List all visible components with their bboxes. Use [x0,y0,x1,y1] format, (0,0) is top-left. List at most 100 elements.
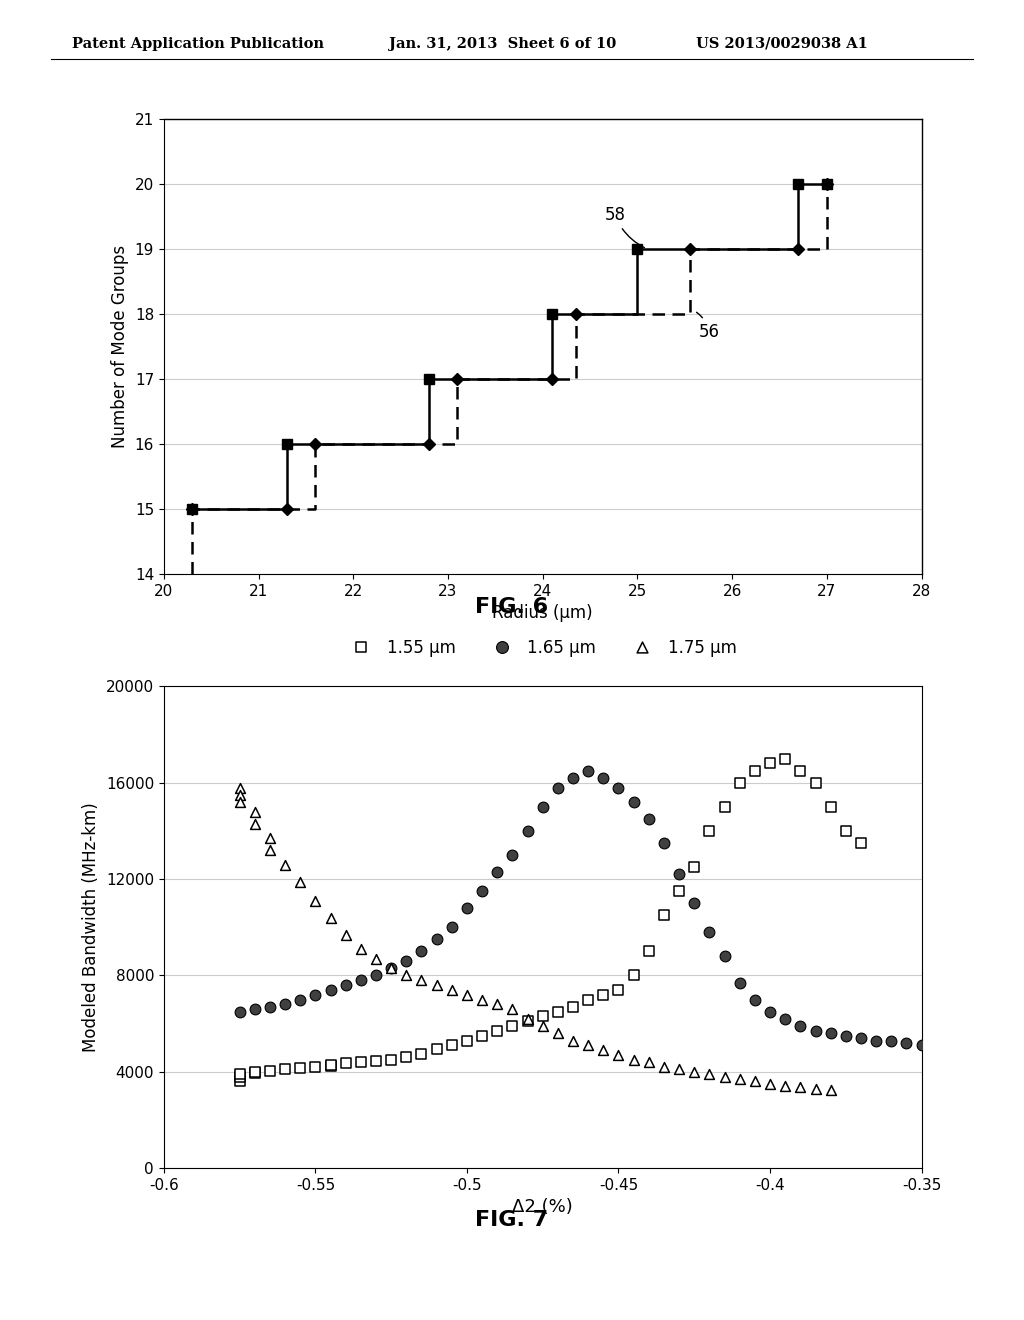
1.55 μm [292,1057,308,1078]
1.65 μm [368,965,384,986]
Legend: 1.55 μm, 1.65 μm, 1.75 μm: 1.55 μm, 1.65 μm, 1.75 μm [342,632,743,664]
1.55 μm [231,1071,248,1092]
1.65 μm [565,767,582,788]
1.65 μm [686,892,702,913]
1.65 μm [292,989,308,1010]
1.55 μm [853,833,869,854]
Text: FIG. 7: FIG. 7 [475,1210,549,1230]
1.65 μm [247,999,263,1020]
1.65 μm [853,1027,869,1048]
1.55 μm [338,1053,354,1074]
1.65 μm [550,777,566,799]
1.55 μm [777,748,794,770]
1.65 μm [231,1001,248,1022]
1.65 μm [383,958,399,979]
1.55 μm [686,857,702,878]
1.65 μm [489,862,506,883]
1.75 μm [807,1078,823,1100]
1.65 μm [459,898,475,919]
1.65 μm [731,972,748,993]
1.75 μm [762,1073,778,1094]
1.65 μm [717,945,733,966]
1.55 μm [641,941,657,962]
1.65 μm [323,979,339,1001]
1.65 μm [338,974,354,995]
1.75 μm [443,979,460,1001]
1.55 μm [746,760,763,781]
1.55 μm [474,1026,490,1047]
1.75 μm [671,1059,687,1080]
1.75 μm [580,1035,596,1056]
1.65 μm [504,845,520,866]
Text: Jan. 31, 2013  Sheet 6 of 10: Jan. 31, 2013 Sheet 6 of 10 [389,37,616,51]
1.55 μm [398,1047,415,1068]
1.75 μm [459,985,475,1006]
1.55 μm [550,1001,566,1022]
X-axis label: Δ2 (%): Δ2 (%) [512,1199,573,1217]
1.65 μm [428,929,444,950]
1.55 μm [807,772,823,793]
1.75 μm [535,1015,551,1036]
1.65 μm [701,921,718,942]
Text: 56: 56 [696,313,720,341]
1.75 μm [398,965,415,986]
1.55 μm [655,904,672,925]
1.65 μm [883,1030,899,1051]
1.55 μm [262,1060,279,1081]
1.65 μm [580,760,596,781]
1.65 μm [655,833,672,854]
1.65 μm [352,970,369,991]
1.55 μm [762,752,778,774]
Text: FIG. 6: FIG. 6 [475,597,549,616]
1.55 μm [368,1051,384,1072]
1.55 μm [247,1061,263,1082]
Y-axis label: Modeled Bandwidth (MHz-km): Modeled Bandwidth (MHz-km) [82,803,100,1052]
1.75 μm [368,948,384,969]
1.65 μm [762,1001,778,1022]
1.75 μm [231,777,248,799]
1.75 μm [276,854,293,875]
Text: Patent Application Publication: Patent Application Publication [72,37,324,51]
1.55 μm [231,1064,248,1085]
1.75 μm [352,939,369,960]
1.65 μm [610,777,627,799]
1.65 μm [913,1035,930,1056]
1.75 μm [338,924,354,945]
1.55 μm [489,1020,506,1041]
1.75 μm [746,1071,763,1092]
1.65 μm [868,1030,885,1051]
1.55 μm [231,1067,248,1088]
1.55 μm [701,820,718,842]
1.55 μm [838,820,854,842]
Text: 58: 58 [604,206,644,248]
1.55 μm [323,1055,339,1076]
1.55 μm [535,1006,551,1027]
1.75 μm [262,840,279,861]
1.55 μm [626,965,642,986]
X-axis label: Radius (μm): Radius (μm) [493,605,593,623]
Text: US 2013/0029038 A1: US 2013/0029038 A1 [696,37,868,51]
1.75 μm [292,871,308,892]
1.75 μm [231,792,248,813]
1.65 μm [822,1023,839,1044]
1.75 μm [641,1052,657,1073]
1.65 μm [898,1032,914,1053]
1.65 μm [262,997,279,1018]
1.55 μm [793,760,809,781]
1.75 μm [717,1067,733,1088]
1.65 μm [398,950,415,972]
1.55 μm [610,979,627,1001]
1.75 μm [822,1080,839,1101]
1.75 μm [247,801,263,822]
1.55 μm [352,1052,369,1073]
1.55 μm [671,880,687,902]
1.75 μm [731,1068,748,1089]
1.55 μm [276,1059,293,1080]
1.65 μm [595,767,611,788]
1.65 μm [276,994,293,1015]
1.75 μm [383,958,399,979]
1.75 μm [323,907,339,928]
1.75 μm [414,970,430,991]
1.55 μm [519,1011,536,1032]
1.75 μm [504,999,520,1020]
